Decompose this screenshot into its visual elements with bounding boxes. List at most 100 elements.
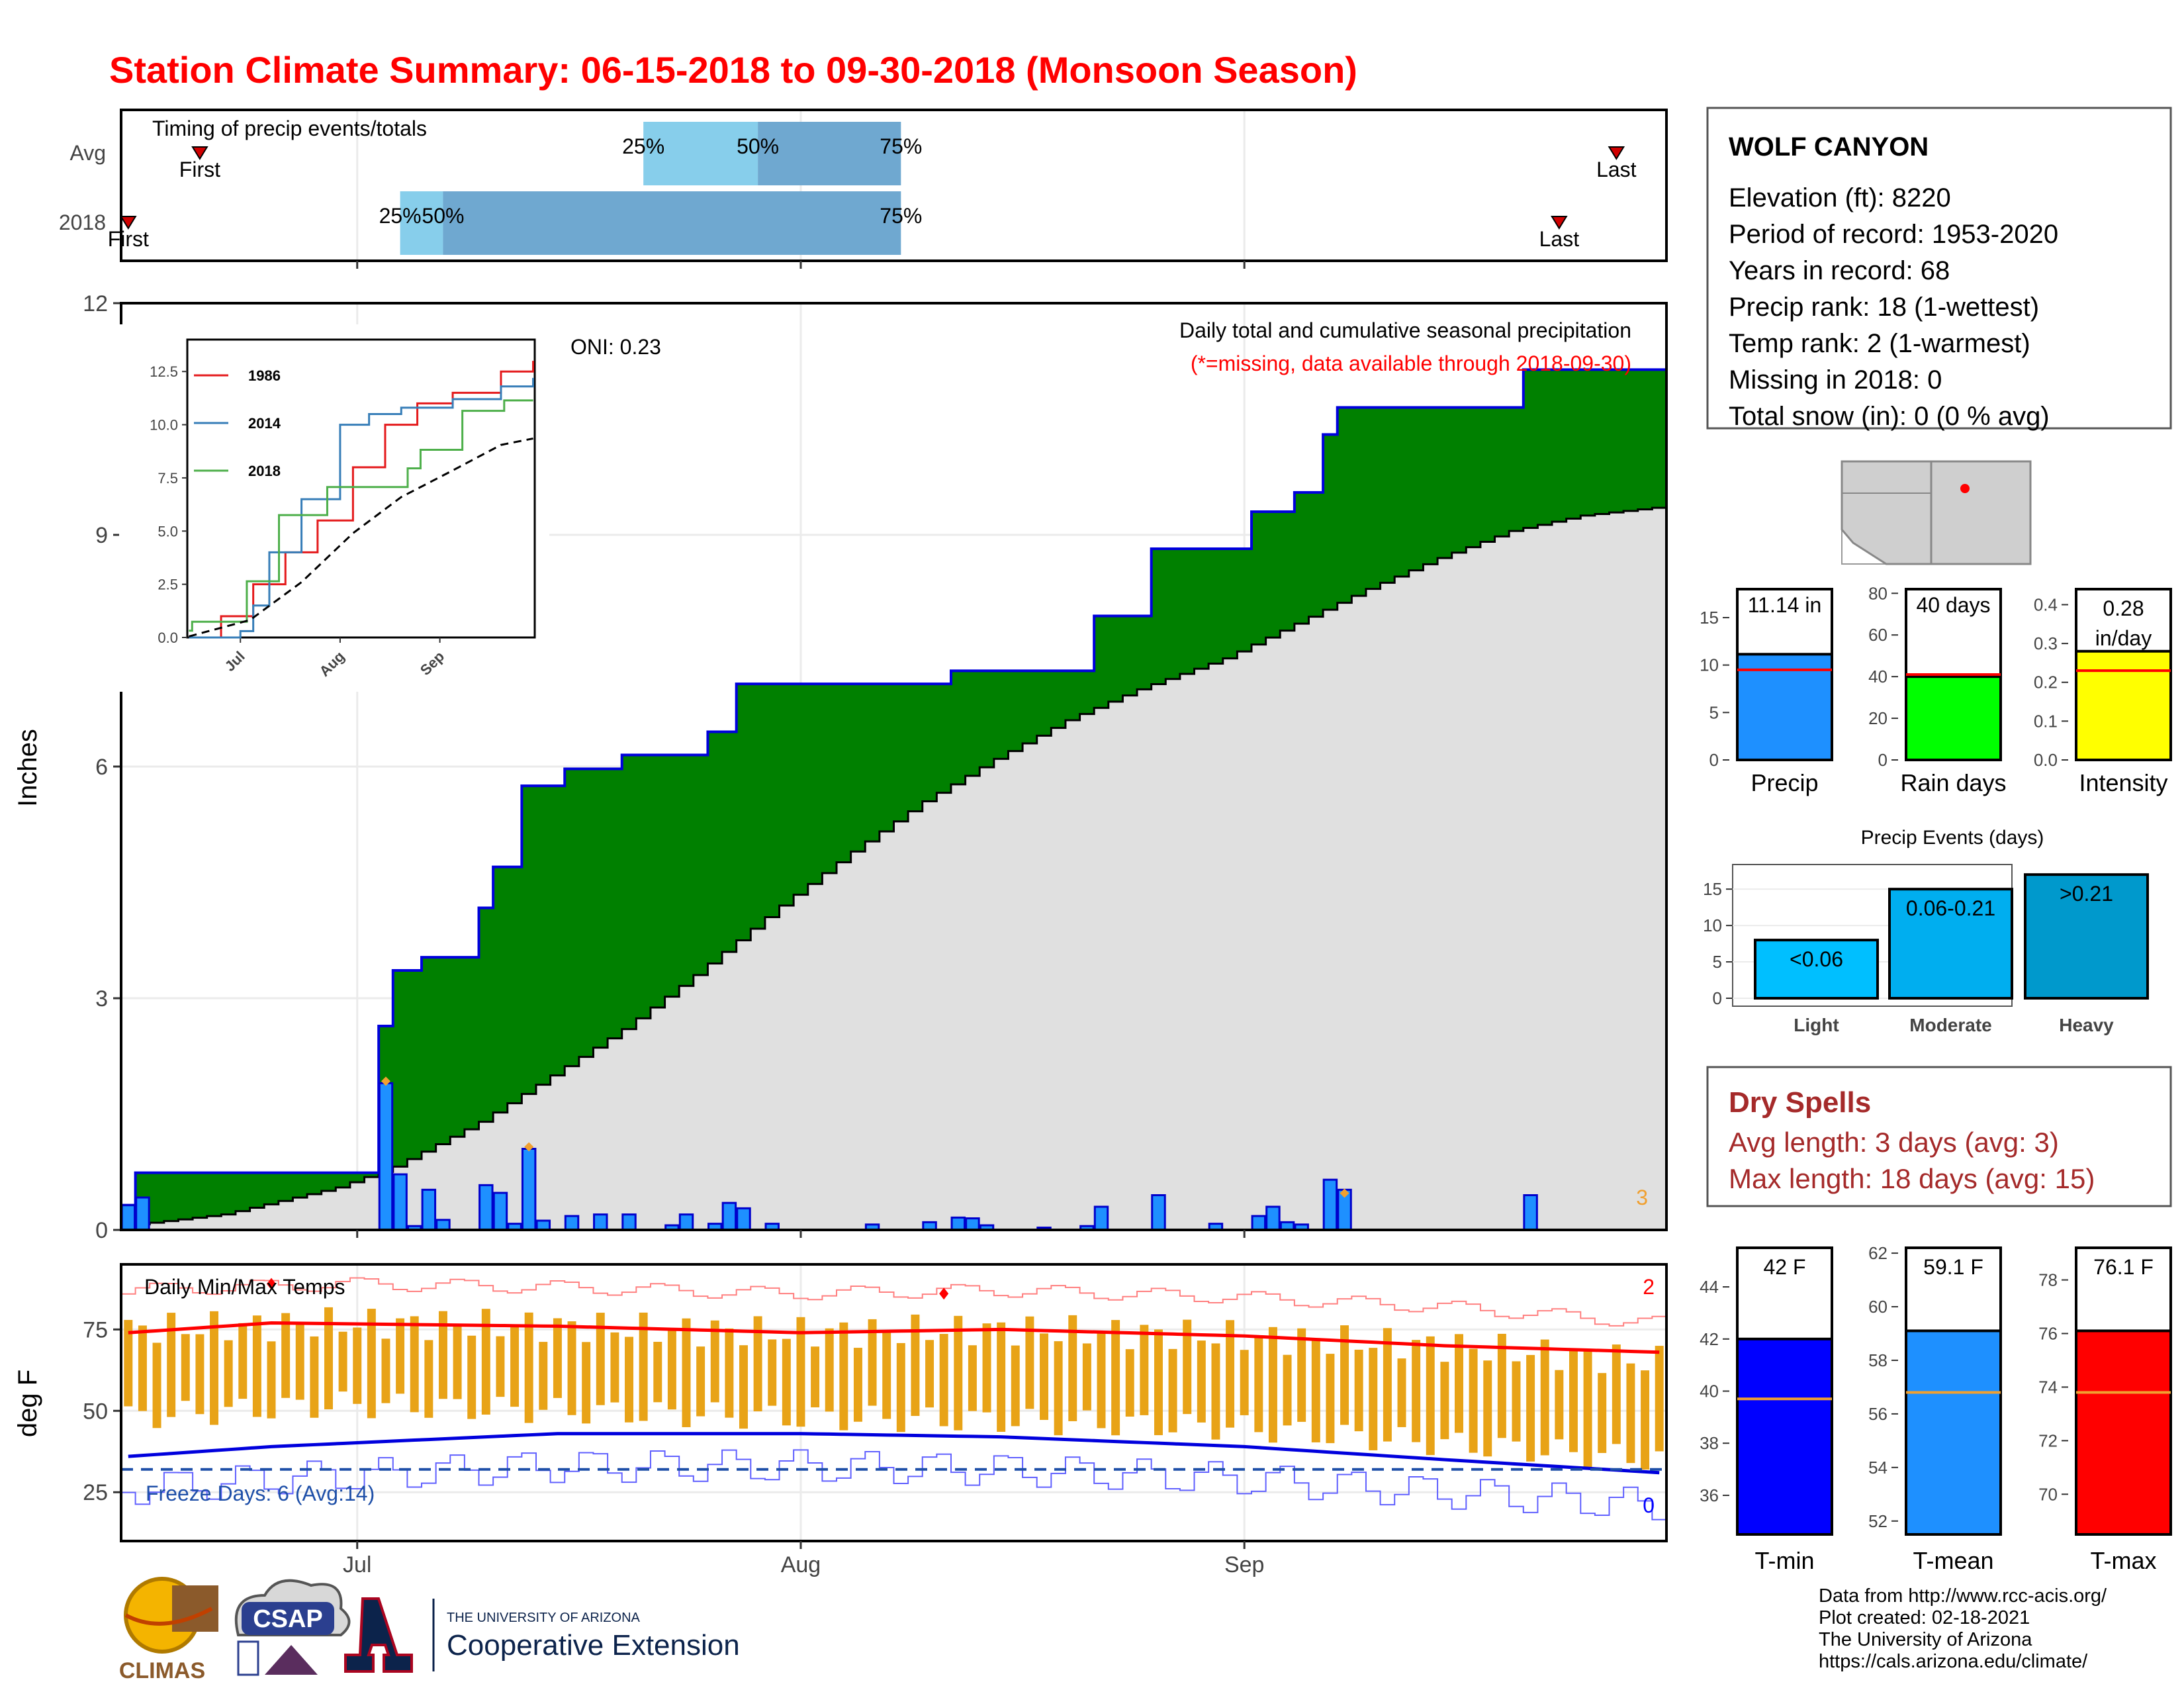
timing-p75-label: 75% bbox=[880, 204, 922, 228]
daily-temp-range-bar bbox=[625, 1336, 634, 1423]
avg-min-line bbox=[128, 1432, 1660, 1475]
temp-summary-ytick-label: 36 bbox=[1700, 1485, 1719, 1505]
daily-precip-bar bbox=[478, 1184, 494, 1231]
daily-temp-range-bar bbox=[138, 1325, 147, 1411]
surplus-area bbox=[121, 369, 1666, 1227]
daily-temp-range-bar bbox=[925, 1340, 934, 1408]
precip-ytick-label: 9 bbox=[95, 523, 108, 548]
x-tick-label: Jul bbox=[343, 1552, 371, 1577]
daily-temp-range-bar bbox=[1197, 1340, 1206, 1423]
daily-temp-range-bar bbox=[868, 1319, 877, 1406]
summary-value: 40 days bbox=[1916, 593, 1990, 617]
summary-ytick-label: 0.4 bbox=[2034, 594, 2058, 614]
daily-temp-range-bar bbox=[496, 1336, 505, 1397]
station-info-line: Total snow (in): 0 (0 % avg) bbox=[1729, 402, 2050, 431]
summary-ytick-label: 5 bbox=[1709, 702, 1719, 722]
daily-temp-range-bar bbox=[853, 1348, 862, 1422]
daily-temp-range-bar bbox=[1455, 1334, 1463, 1433]
events-ytick-label: 10 bbox=[1703, 915, 1722, 935]
daily-temp-range-bar bbox=[982, 1323, 991, 1413]
record-high-marker bbox=[267, 1278, 277, 1290]
temp-summary-ytick-label: 44 bbox=[1700, 1277, 1719, 1297]
daily-precip-bar bbox=[1322, 1178, 1338, 1231]
precip-events-chart: Precip Events (days) 0 5 10 15 <0.06 Light 0.0… bbox=[1703, 827, 2149, 1035]
precip-ytick-label: 6 bbox=[95, 755, 108, 780]
daily-temp-range-bar bbox=[295, 1323, 304, 1400]
summary-ytick-label: 40 bbox=[1868, 667, 1888, 686]
daily-temp-range-bar bbox=[1068, 1315, 1077, 1421]
inset-legend-label: 1986 bbox=[248, 367, 281, 384]
summary-ytick-label: 0.3 bbox=[2034, 633, 2058, 653]
daily-temp-range-bar bbox=[882, 1331, 891, 1419]
daily-precip-bar bbox=[435, 1219, 451, 1231]
temp-summary-ytick-label: 58 bbox=[1868, 1350, 1888, 1370]
daily-temp-range-bar bbox=[1111, 1320, 1120, 1436]
temp-summary-ytick-label: 76 bbox=[2038, 1323, 2058, 1343]
summary-ytick-label: 60 bbox=[1868, 625, 1888, 645]
daily-precip-bar bbox=[421, 1188, 437, 1231]
daily-temp-range-bar bbox=[353, 1327, 362, 1404]
dry-spells-title: Dry Spells bbox=[1729, 1086, 1871, 1119]
daily-temp-range-bar bbox=[524, 1312, 533, 1423]
events-bar-heavy bbox=[2024, 873, 2149, 1000]
daily-temp-range-bar bbox=[710, 1320, 719, 1403]
daily-temp-range-bar bbox=[1011, 1345, 1020, 1427]
daily-temp-range-bar bbox=[1168, 1348, 1177, 1432]
timing-label: Timing of precip events/totals bbox=[152, 117, 427, 140]
daily-temp-range-bar bbox=[1369, 1348, 1378, 1450]
summary-ytick-label: 0.0 bbox=[2034, 750, 2058, 770]
daily-temp-range-bar bbox=[252, 1315, 261, 1417]
daily-temp-range-bar bbox=[224, 1340, 233, 1407]
summary-label: Intensity bbox=[2079, 769, 2167, 796]
timing-first-label: First bbox=[108, 227, 149, 251]
temp-label: Daily Min/Max Temps bbox=[144, 1275, 345, 1299]
daily-precip-bar bbox=[135, 1196, 150, 1231]
daily-temp-range-bar bbox=[753, 1316, 762, 1412]
credit-line-3: The University of Arizona bbox=[1819, 1629, 2032, 1650]
daily-temp-range-bar bbox=[954, 1315, 963, 1430]
uofa-logo: THE UNIVERSITY OF ARIZONA Cooperative Ex… bbox=[344, 1597, 740, 1673]
daily-precip-bar bbox=[392, 1173, 408, 1231]
temp-corner-max: 2 bbox=[1643, 1275, 1655, 1299]
daily-temp-range-bar bbox=[1297, 1328, 1306, 1422]
daily-temp-range-bar bbox=[1598, 1373, 1607, 1453]
record-marker bbox=[381, 1076, 390, 1086]
temp-summary-value: 42 F bbox=[1763, 1255, 1805, 1279]
temp-ytick-label: 50 bbox=[83, 1399, 108, 1424]
temp-summary-value: 59.1 F bbox=[1923, 1255, 1983, 1279]
daily-temp-range-bar bbox=[124, 1319, 133, 1407]
temp-summary-ytick-label: 38 bbox=[1700, 1433, 1719, 1453]
page-title: Station Climate Summary: 06-15-2018 to 0… bbox=[109, 49, 1357, 91]
csap-logo-text: CSAP bbox=[253, 1605, 323, 1633]
daily-temp-range-bar bbox=[367, 1309, 376, 1419]
timing-last-label: Last bbox=[1539, 227, 1580, 251]
daily-temp-range-bar bbox=[1412, 1340, 1421, 1442]
daily-precip-bar bbox=[521, 1148, 537, 1231]
daily-temp-range-bar bbox=[181, 1334, 190, 1401]
daily-temp-range-bar bbox=[467, 1335, 477, 1419]
daily-temp-range-bar bbox=[1326, 1354, 1335, 1444]
events-bar-light bbox=[1754, 939, 1879, 1000]
daily-temp-range-bar bbox=[267, 1341, 276, 1419]
daily-precip-bar bbox=[721, 1201, 737, 1231]
temp-summary-label: T-mean bbox=[1913, 1547, 1993, 1574]
daily-precip-bar bbox=[492, 1192, 508, 1231]
temp-ytick-label: 75 bbox=[83, 1317, 108, 1342]
daily-temp-range-bar bbox=[1226, 1320, 1235, 1428]
dry-spells-max: Max length: 18 days (avg: 15) bbox=[1729, 1163, 2095, 1194]
temp-summary-ytick-label: 62 bbox=[1868, 1243, 1888, 1263]
timing-first-label: First bbox=[179, 158, 220, 181]
locator-map bbox=[1841, 460, 2032, 565]
daily-precip-bar bbox=[120, 1204, 136, 1231]
station-info-line: Elevation (ft): 8220 bbox=[1729, 183, 1951, 212]
temp-summary-bar-t-max bbox=[2075, 1329, 2172, 1536]
daily-temp-range-bar bbox=[1240, 1350, 1249, 1415]
daily-temp-range-bar bbox=[410, 1316, 419, 1413]
temp-summary-label: T-min bbox=[1755, 1547, 1815, 1574]
daily-temp-range-bar bbox=[696, 1346, 705, 1417]
temp-summary-ytick-label: 54 bbox=[1868, 1458, 1888, 1477]
uofa-big-text: Cooperative Extension bbox=[447, 1629, 740, 1662]
daily-temp-range-bar bbox=[811, 1346, 820, 1408]
temp-summary-ytick-label: 52 bbox=[1868, 1511, 1888, 1531]
summary-ytick-label: 15 bbox=[1700, 608, 1719, 628]
